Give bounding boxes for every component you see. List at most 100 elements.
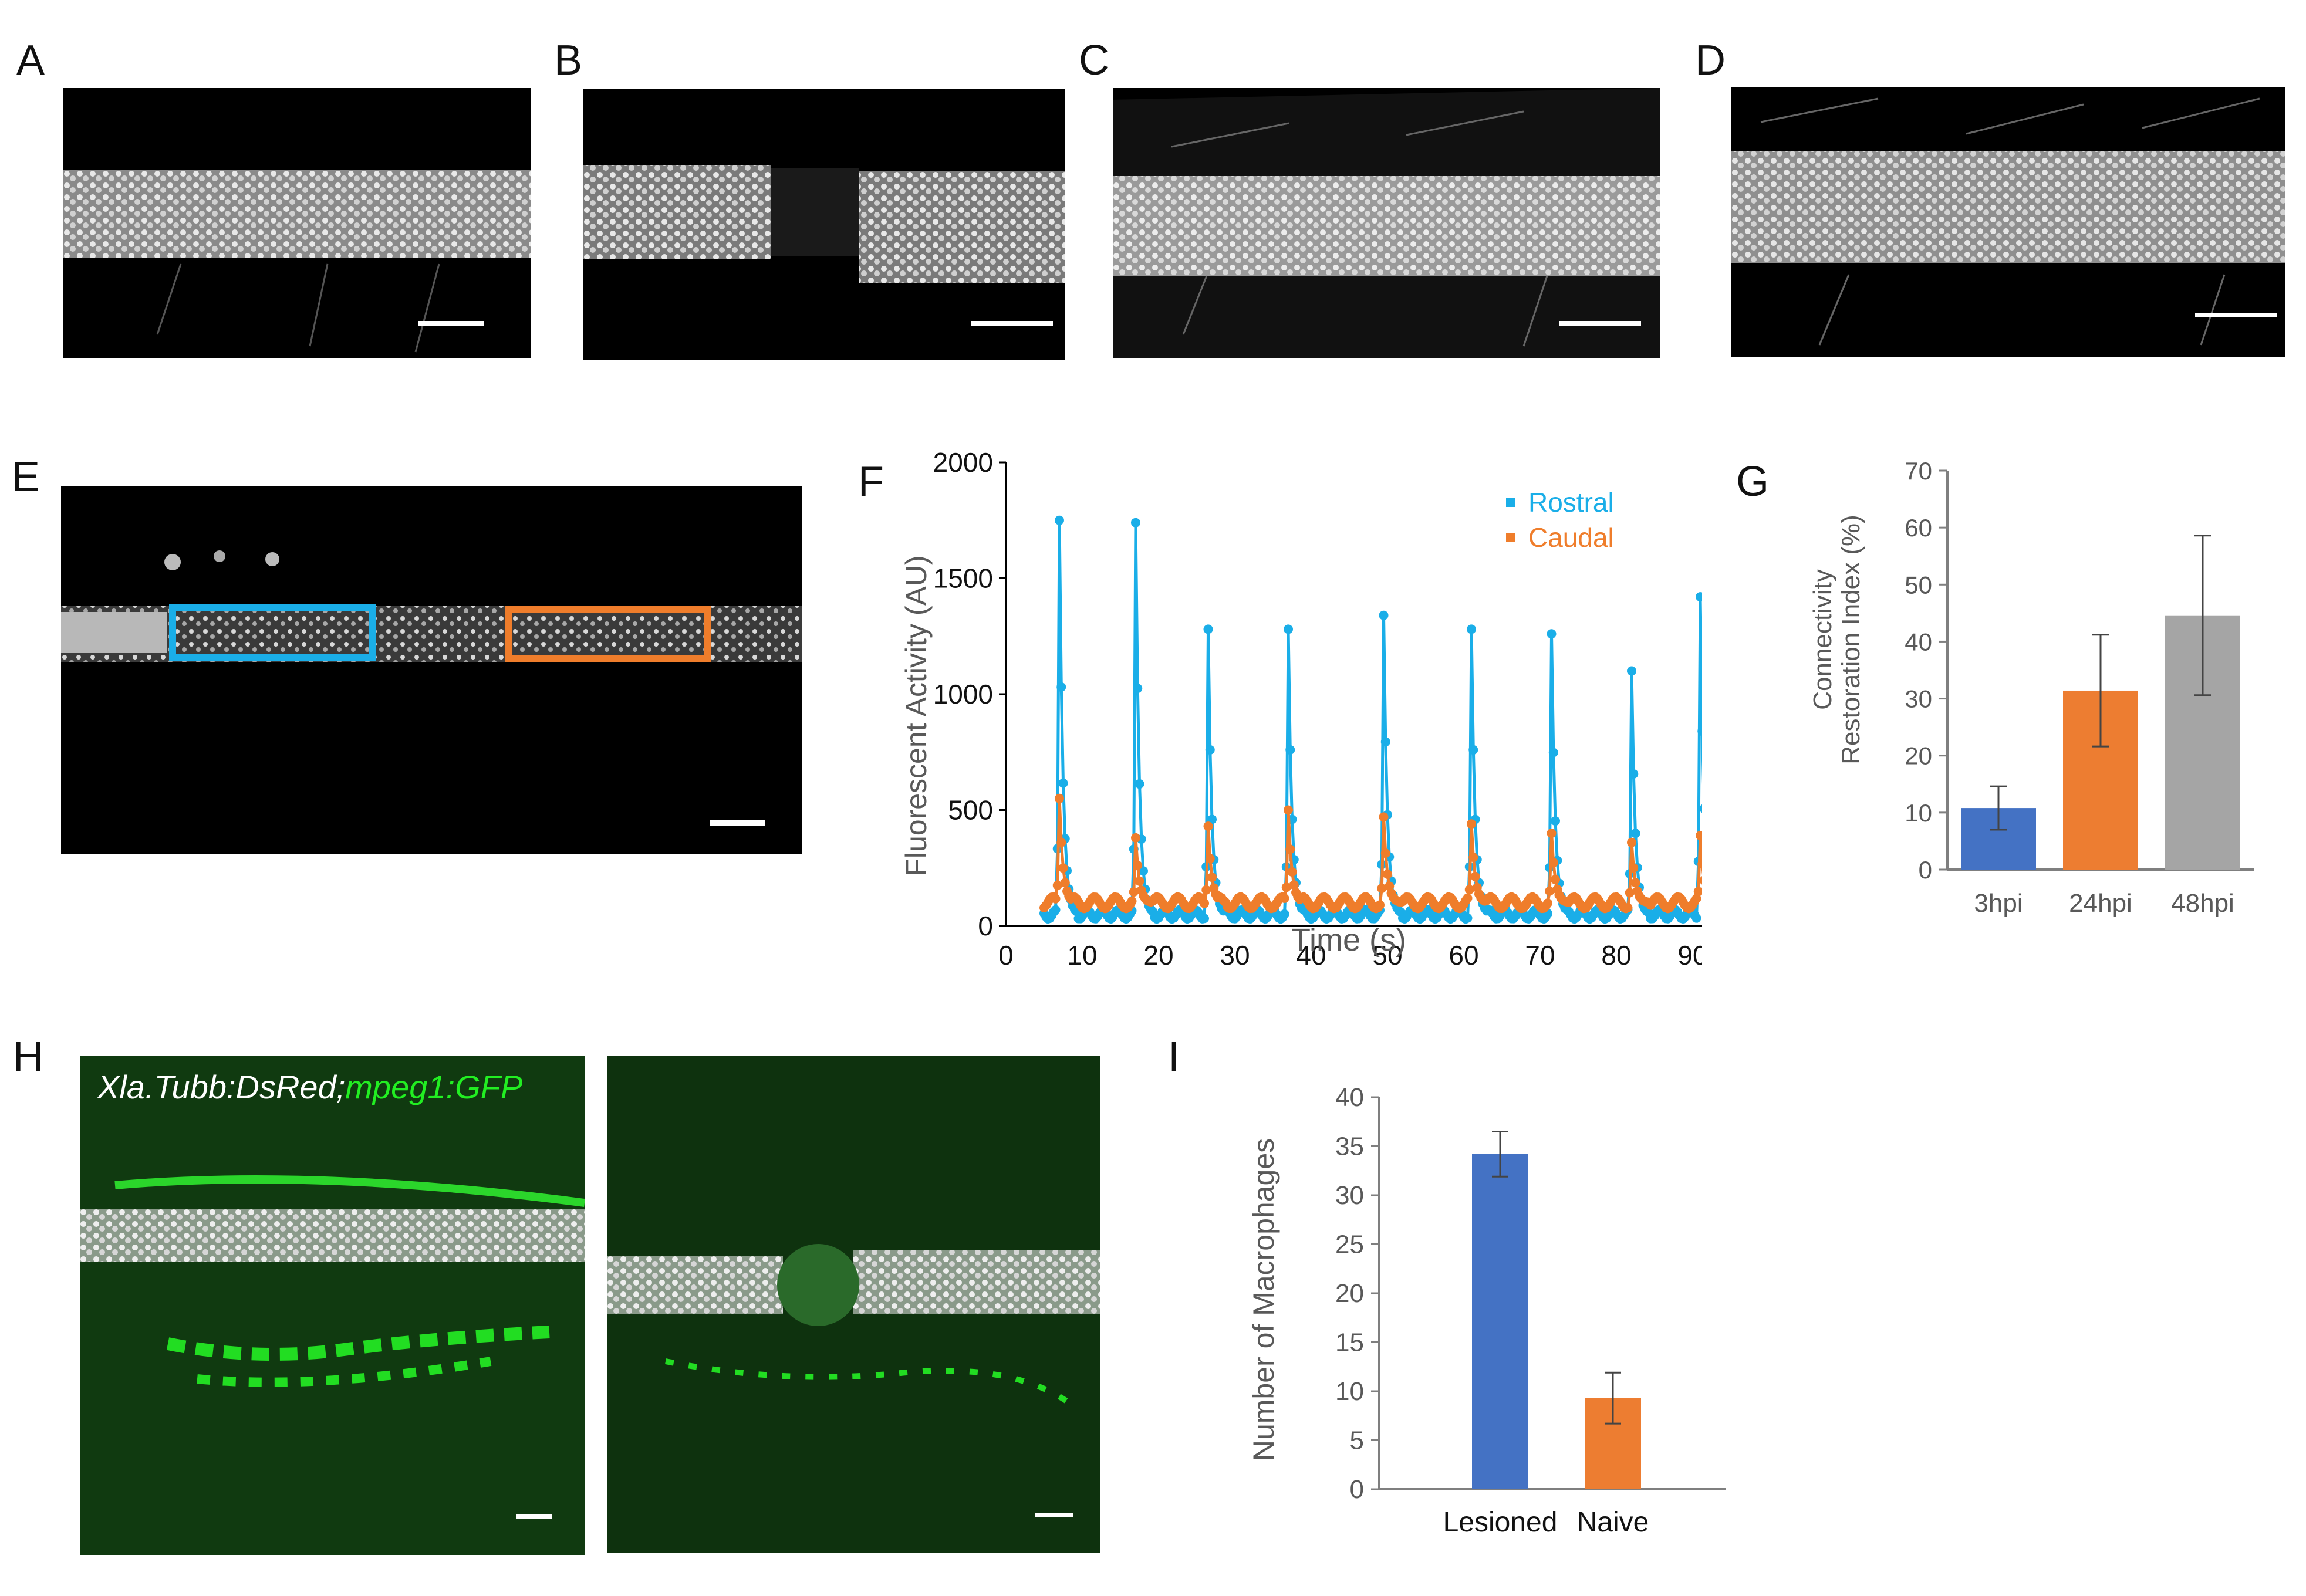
y-axis-label: Number of Macrophages	[1247, 1138, 1280, 1461]
data-point-rostral	[1629, 769, 1639, 779]
data-point-rostral	[1697, 726, 1702, 736]
data-point-caudal	[1701, 887, 1702, 892]
data-point-caudal	[1470, 871, 1480, 881]
y-tick-label: 0	[1350, 1475, 1364, 1504]
data-point-caudal	[1052, 880, 1062, 890]
data-point-caudal	[1201, 885, 1211, 895]
y-tick-label: 40	[1335, 1083, 1364, 1112]
legend-caudal-label: Caudal	[1528, 522, 1614, 553]
data-point-caudal	[1467, 819, 1476, 829]
data-point-rostral	[1548, 748, 1558, 758]
category-label: 24hpi	[2069, 889, 2132, 918]
data-point-caudal	[1129, 887, 1139, 897]
y-tick-label: 0	[978, 911, 993, 941]
data-point-caudal	[1545, 886, 1555, 896]
data-point-caudal	[1627, 837, 1636, 847]
x-tick-label: 0	[998, 940, 1014, 968]
category-label: Naive	[1577, 1507, 1649, 1538]
panel-label-g: G	[1736, 458, 1770, 505]
y-tick-label: 10	[1335, 1377, 1364, 1406]
y-tick-label: 20	[1905, 742, 1932, 770]
chart-g: 0 10 20 30 40 50 60 70 3hpi 24hpi 48hpi Connectiv…	[1808, 457, 2254, 918]
y-tick-label: 2000	[933, 447, 993, 478]
data-point-caudal	[1131, 833, 1140, 843]
data-point-caudal	[1289, 880, 1299, 890]
y-tick-label: 10	[1905, 799, 1932, 827]
data-point-rostral	[1547, 629, 1557, 639]
micrograph-b	[583, 89, 1065, 360]
y-axis-label-line1: Connectivity	[1808, 569, 1837, 710]
data-point-rostral	[1133, 684, 1143, 694]
data-point-rostral	[1131, 518, 1140, 528]
data-point-rostral	[1135, 779, 1144, 789]
y-tick-label: 500	[948, 795, 993, 826]
x-tick-label: 50	[1372, 940, 1402, 968]
data-point-caudal	[1547, 829, 1557, 838]
data-point-caudal	[1464, 885, 1474, 895]
data-point-caudal	[1383, 869, 1392, 879]
y-tick-label: 1500	[933, 563, 993, 594]
data-point-rostral	[1467, 624, 1476, 634]
x-tick-label: 90	[1677, 940, 1702, 968]
x-tick-label: 10	[1067, 940, 1097, 968]
data-point-rostral	[1207, 814, 1217, 824]
x-tick-label: 60	[1449, 940, 1478, 968]
data-point-caudal	[1380, 848, 1390, 858]
data-point-caudal	[1699, 876, 1702, 885]
y-tick-label: 20	[1335, 1279, 1364, 1308]
transgenic-line-label: Xla.Tubb:DsRed;mpeg1:GFP	[97, 1068, 522, 1106]
data-point-rostral	[1630, 829, 1640, 838]
data-point-caudal	[1463, 893, 1473, 903]
data-point-caudal	[1205, 854, 1215, 864]
y-tick-label: 0	[1919, 856, 1932, 884]
data-point-caudal	[1468, 853, 1478, 863]
category-label: 3hpi	[1974, 889, 2023, 918]
data-point-rostral	[1056, 682, 1066, 692]
y-tick-label: 40	[1905, 628, 1932, 655]
data-point-caudal	[1135, 876, 1144, 886]
y-tick-label: 50	[1905, 571, 1932, 598]
x-tick-label: 70	[1525, 940, 1555, 968]
y-tick-label: 25	[1335, 1230, 1364, 1259]
data-point-caudal	[1375, 900, 1385, 910]
x-tick-label: 80	[1601, 940, 1631, 968]
data-point-caudal	[1691, 894, 1701, 904]
micrograph-h-right	[607, 1056, 1100, 1553]
y-tick-label: 60	[1905, 514, 1932, 542]
data-point-rostral	[1285, 745, 1295, 755]
data-point-rostral	[1139, 866, 1148, 876]
scale-bar	[971, 321, 1053, 326]
x-tick-label: 30	[1220, 940, 1250, 968]
data-point-caudal	[1543, 898, 1552, 908]
data-point-rostral	[1380, 737, 1390, 747]
y-tick-label: 35	[1335, 1132, 1364, 1161]
x-axis-label: Time (s)	[1291, 922, 1406, 958]
data-point-rostral	[1200, 914, 1209, 924]
bar-lesioned	[1472, 1154, 1528, 1489]
data-point-caudal	[1203, 821, 1213, 831]
data-point-rostral	[1205, 745, 1215, 755]
transgenic-label-part1: Xla.Tubb:DsRed;	[97, 1068, 346, 1105]
y-tick-label: 30	[1905, 685, 1932, 713]
y-tick-label: 5	[1350, 1426, 1364, 1455]
data-point-rostral	[1699, 804, 1702, 813]
data-point-rostral	[1051, 905, 1061, 915]
data-point-rostral	[1379, 610, 1389, 620]
panel-label-b: B	[554, 37, 583, 84]
data-point-caudal	[1285, 844, 1295, 854]
data-point-caudal	[1133, 860, 1143, 870]
scale-bar	[516, 1514, 552, 1519]
data-point-caudal	[1051, 894, 1061, 904]
y-tick-label: 30	[1335, 1181, 1364, 1210]
data-point-caudal	[1377, 884, 1387, 894]
data-point-caudal	[1548, 858, 1558, 868]
legend-rostral-label: Rostral	[1528, 487, 1614, 518]
data-point-caudal	[1379, 812, 1389, 822]
panel-label-d: D	[1695, 37, 1726, 84]
panel-label-f: F	[858, 458, 884, 505]
micrograph-a	[63, 88, 531, 358]
scale-bar	[418, 321, 484, 326]
data-point-rostral	[1691, 913, 1701, 923]
data-point-rostral	[1055, 515, 1064, 525]
data-point-caudal	[1693, 887, 1702, 897]
